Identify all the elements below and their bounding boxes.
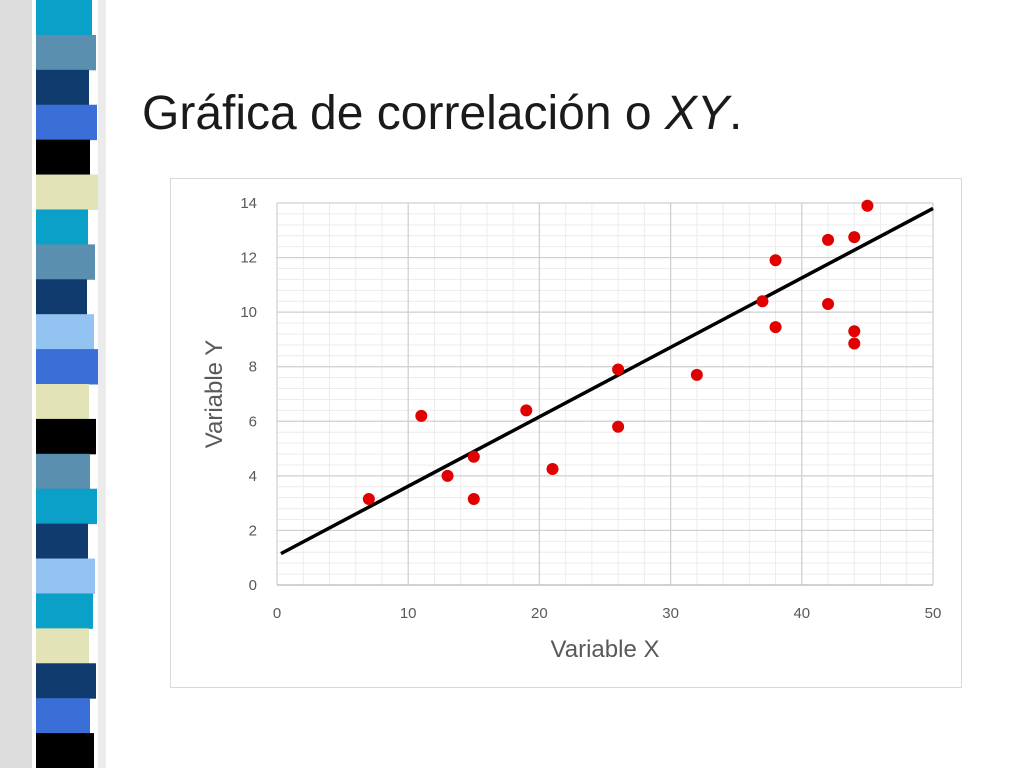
data-point (520, 404, 533, 417)
strip-block (36, 349, 98, 385)
strip-block (36, 418, 96, 455)
y-tick-label: 10 (240, 304, 257, 321)
x-tick-label: 50 (925, 605, 942, 622)
y-tick-label: 2 (249, 522, 257, 539)
strip-block (36, 384, 89, 420)
scatter-chart: 0 10 20 30 40 50 0 2 4 6 8 10 12 14 Variable X Variable… (201, 195, 942, 663)
strip-block (36, 139, 90, 176)
strip-shadow (0, 0, 32, 768)
data-point (690, 368, 703, 381)
y-tick-label: 0 (249, 577, 257, 594)
data-point (848, 231, 861, 244)
strip-block (36, 314, 94, 350)
strip-block (36, 69, 89, 106)
data-point (612, 363, 625, 376)
data-point (756, 295, 769, 308)
strip-edge-shadow (98, 0, 106, 768)
trendline (280, 206, 934, 556)
y-tick-label: 8 (249, 359, 257, 376)
strip-block (36, 663, 96, 699)
strip-block (36, 279, 87, 315)
data-point (848, 337, 861, 350)
strip-block (36, 174, 98, 210)
strip-block (36, 244, 95, 280)
y-tick-label: 12 (240, 250, 257, 267)
x-tick-label: 0 (273, 605, 281, 622)
x-tick-label: 30 (662, 605, 679, 622)
decorative-color-strip (0, 0, 106, 768)
x-tick-label: 20 (531, 605, 548, 622)
slide-title-end: . (728, 87, 743, 140)
data-points (362, 199, 874, 506)
strip-block (36, 628, 89, 664)
data-point (769, 321, 782, 334)
y-tick-label: 14 (240, 195, 257, 212)
data-point (769, 254, 782, 267)
strip-block (36, 488, 97, 525)
y-tick-label: 4 (249, 468, 257, 485)
x-tick-label: 10 (400, 605, 417, 622)
slide-title-main: Gráfica de correlación o (142, 87, 665, 140)
strip-block (36, 593, 93, 629)
data-point (612, 420, 625, 433)
data-point (822, 233, 835, 246)
data-point (415, 409, 428, 422)
strip-block (36, 0, 92, 36)
data-point (546, 463, 559, 476)
strip-block (36, 104, 97, 141)
data-point (822, 297, 835, 310)
strip-block (36, 523, 88, 560)
strip-block (36, 34, 96, 71)
slide-title: Gráfica de correlación o XY. (142, 86, 742, 141)
data-point (362, 493, 375, 506)
strip-block (36, 453, 90, 490)
data-point (467, 450, 480, 463)
strip-block (36, 733, 94, 768)
strip-block (36, 558, 95, 594)
x-axis-title: Variable X (551, 636, 660, 663)
data-point (848, 325, 861, 338)
y-tick-label: 6 (249, 413, 257, 430)
strip-block (36, 209, 88, 245)
slide-title-italic: XY (664, 87, 729, 140)
data-point (467, 493, 480, 506)
data-point (861, 199, 874, 212)
gridlines (276, 202, 934, 586)
x-tick-label: 40 (793, 605, 810, 622)
chart-area: 0 10 20 30 40 50 0 2 4 6 8 10 12 14 Variable X Variable… (170, 178, 962, 688)
strip-block (36, 698, 90, 734)
data-point (441, 469, 454, 482)
y-axis-title: Variable Y (201, 340, 228, 449)
